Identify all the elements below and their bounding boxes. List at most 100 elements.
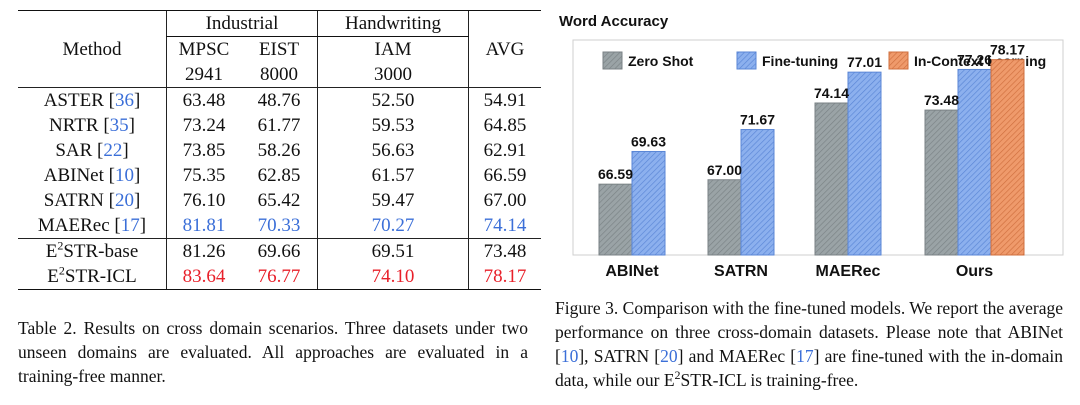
method-name: SAR bbox=[55, 140, 93, 161]
table-row: SATRN [20] 76.10 65.42 59.47 67.00 bbox=[18, 188, 541, 213]
table-caption: Table 2. Results on cross domain scenari… bbox=[18, 318, 528, 386]
method-cell: SATRN [20] bbox=[43, 190, 141, 211]
eist-cell: 58.26 bbox=[257, 140, 301, 161]
method-cell: NRTR [35] bbox=[49, 115, 135, 136]
method-cell: ASTER [36] bbox=[18, 87, 167, 113]
avg-cell: 78.17 bbox=[468, 264, 541, 290]
avg-cell: 66.59 bbox=[468, 163, 541, 188]
iam-cell: 70.27 bbox=[317, 213, 469, 239]
method-name: SATRN bbox=[43, 190, 104, 211]
header-avg: AVG bbox=[468, 10, 541, 88]
data-label: 66.59 bbox=[598, 166, 633, 182]
header-dataset-iam: IAM bbox=[317, 36, 469, 62]
mpsc-cell: 75.35 bbox=[166, 163, 241, 188]
method-cell: E2STR-ICL bbox=[18, 264, 167, 290]
method-superscript: 2 bbox=[57, 238, 64, 253]
caption-superscript: 2 bbox=[674, 368, 681, 383]
method-name: STR-base bbox=[63, 241, 139, 262]
citation-link[interactable]: 10 bbox=[114, 165, 134, 186]
avg-cell: 62.91 bbox=[468, 138, 541, 163]
iam-cell: 56.63 bbox=[317, 138, 469, 163]
figure-caption: Figure 3. Comparison with the fine-tuned… bbox=[555, 296, 1063, 392]
avg-cell: 54.91 bbox=[468, 87, 541, 113]
header-dataset-eist: EIST bbox=[258, 39, 300, 60]
citation-link[interactable]: 20 bbox=[660, 346, 678, 366]
data-label: 77.26 bbox=[957, 51, 992, 67]
x-tick-label: ABINet bbox=[605, 263, 659, 280]
citation-link[interactable]: 17 bbox=[120, 215, 140, 236]
method-name: ASTER bbox=[43, 90, 104, 111]
data-label: 77.01 bbox=[847, 54, 882, 70]
citation-link[interactable]: 10 bbox=[560, 346, 579, 366]
header-method: Method bbox=[18, 10, 167, 88]
method-name: NRTR bbox=[49, 115, 99, 136]
mpsc-cell: 76.10 bbox=[166, 188, 241, 213]
results-table: Method Industrial Handwriting AVG MPSC E… bbox=[18, 10, 541, 290]
eist-cell: 69.66 bbox=[241, 238, 318, 264]
table-row: ASTER [36] 63.48 48.76 52.50 54.91 bbox=[18, 87, 541, 113]
header-count-eist: 8000 bbox=[260, 64, 298, 85]
avg-cell: 74.14 bbox=[468, 213, 541, 239]
bar bbox=[847, 71, 882, 256]
data-label: 73.48 bbox=[924, 92, 959, 108]
table-row: E2STR-base 81.26 69.66 69.51 73.48 bbox=[18, 238, 541, 264]
iam-cell: 59.47 bbox=[317, 188, 469, 213]
caption-text: STR-ICL is training-free. bbox=[680, 370, 859, 390]
iam-cell: 74.10 bbox=[317, 264, 469, 290]
method-cell: MAERec [17] bbox=[37, 215, 147, 236]
caption-text: ] and MAERec [ bbox=[677, 346, 797, 366]
value-labels: 66.59 69.63 67.00 71.67 74.14 77.01 73.48 77.26… bbox=[598, 42, 1025, 182]
data-label: 78.17 bbox=[990, 42, 1025, 58]
method-prefix: E bbox=[47, 266, 59, 287]
header-count-iam: 3000 bbox=[317, 62, 469, 88]
x-tick-label: SATRN bbox=[714, 263, 768, 280]
citation-link[interactable]: 20 bbox=[114, 190, 134, 211]
iam-cell: 59.53 bbox=[317, 113, 469, 138]
citation-link[interactable]: 22 bbox=[103, 140, 123, 161]
mpsc-cell: 73.24 bbox=[166, 113, 241, 138]
mpsc-cell: 63.48 bbox=[166, 87, 241, 113]
legend-label: Fine-tuning bbox=[762, 53, 838, 69]
table-row: MAERec [17] 81.81 70.33 70.27 74.14 bbox=[18, 213, 541, 239]
table-row: SAR [22] 73.85 58.26 56.63 62.91 bbox=[18, 138, 541, 163]
eist-cell: 62.85 bbox=[257, 165, 301, 186]
legend-swatch bbox=[602, 51, 623, 70]
citation-link[interactable]: 17 bbox=[796, 346, 814, 366]
citation-link[interactable]: 36 bbox=[114, 90, 134, 111]
header-industrial: Industrial bbox=[166, 10, 318, 37]
word-accuracy-chart: Word Accuracy Zero Shot Fine-tuning In-Con… bbox=[559, 13, 1064, 280]
method-superscript: 2 bbox=[58, 263, 65, 278]
eist-cell: 65.42 bbox=[257, 190, 301, 211]
table-row: ABINet [10] 75.35 62.85 61.57 66.59 bbox=[18, 163, 541, 188]
table-header-row-2: MPSC EIST IAM bbox=[18, 36, 541, 62]
header-dataset-mpsc: MPSC bbox=[166, 36, 241, 62]
eist-cell: 70.33 bbox=[257, 215, 301, 236]
avg-cell: 73.48 bbox=[468, 238, 541, 264]
mpsc-cell: 73.85 bbox=[166, 138, 241, 163]
mpsc-cell: 83.64 bbox=[166, 264, 241, 290]
data-label: 69.63 bbox=[631, 133, 666, 149]
table-row: E2STR-ICL 83.64 76.77 74.10 78.17 bbox=[18, 264, 541, 290]
x-tick-label: Ours bbox=[956, 263, 993, 280]
citation-link[interactable]: 35 bbox=[109, 115, 129, 136]
bar bbox=[814, 102, 849, 256]
caption-text: ] are fine-tuned with the in-domain data… bbox=[555, 346, 1063, 390]
method-prefix: E bbox=[45, 241, 58, 262]
legend-swatch bbox=[888, 51, 909, 70]
header-count-mpsc: 2941 bbox=[166, 62, 241, 88]
table-header-row-3: 2941 8000 3000 bbox=[18, 62, 541, 88]
x-axis-ticks: ABINet SATRN MAERec Ours bbox=[605, 263, 993, 280]
method-name: STR-ICL bbox=[64, 266, 137, 287]
data-label: 67.00 bbox=[707, 162, 742, 178]
eist-cell: 76.77 bbox=[241, 264, 318, 290]
bar bbox=[631, 150, 666, 256]
mpsc-cell: 81.81 bbox=[166, 213, 241, 239]
bar bbox=[957, 68, 992, 256]
legend-swatch bbox=[736, 51, 757, 70]
bar-series bbox=[598, 59, 1025, 256]
method-name: MAERec bbox=[37, 215, 110, 236]
iam-cell: 61.57 bbox=[317, 163, 469, 188]
bar bbox=[740, 129, 775, 256]
avg-cell: 64.85 bbox=[468, 113, 541, 138]
caption-text: ], SATRN [ bbox=[578, 346, 661, 366]
